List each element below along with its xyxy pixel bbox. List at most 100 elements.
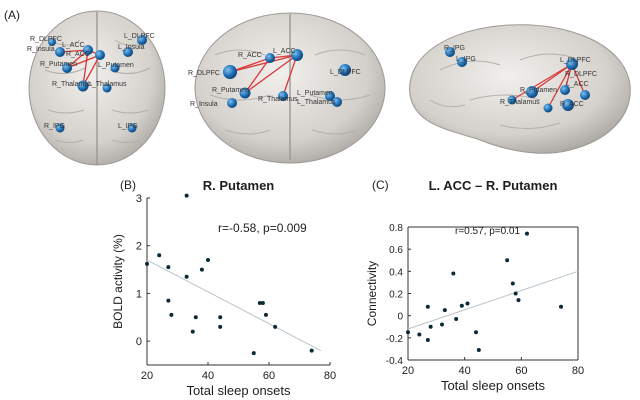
y-axis-label: BOLD activity (%): [111, 234, 125, 329]
node-label: R_Insula: [27, 46, 55, 53]
y-tick-label: 0: [397, 312, 403, 323]
node-label: R_Putamen: [40, 61, 77, 68]
node-label: L_Putamen: [98, 62, 134, 69]
chart-title: L. ACC – R. Putamen: [429, 178, 558, 193]
data-point: [425, 304, 430, 309]
x-tick-label: 60: [515, 365, 527, 377]
node-label: R_DLPFC: [188, 70, 220, 77]
x-tick-label: 20: [141, 370, 153, 382]
data-point: [428, 324, 433, 329]
node-label: R_ACC: [560, 101, 584, 108]
x-axis-label: Total sleep onsets: [186, 383, 291, 398]
brain-top-view: R_DLPFC R_Insula L_ACC R_ACC L_DLPFC L_I…: [27, 10, 166, 166]
data-point: [251, 351, 256, 356]
data-point: [516, 298, 521, 303]
node-label: R_DLPFC: [565, 71, 597, 78]
data-point: [505, 258, 510, 263]
data-point: [309, 348, 314, 353]
node-label: L_IPG: [118, 123, 138, 130]
data-point: [218, 315, 223, 320]
stats-annotation: r=0.57, p=0.01: [455, 226, 520, 237]
data-point: [474, 330, 478, 335]
y-tick-label: 0.8: [389, 223, 403, 234]
brain-top-nodes: [48, 35, 147, 133]
data-point: [199, 267, 204, 272]
data-point: [417, 332, 422, 337]
y-tick-label: 0: [136, 336, 142, 348]
data-point: [193, 315, 198, 320]
data-point: [257, 300, 262, 305]
y-tick-label: 2: [136, 241, 142, 253]
data-point: [190, 329, 195, 334]
node-label: R_Putamen: [520, 87, 557, 94]
node-label: R_IPG: [444, 45, 465, 52]
y-axis-label: Connectivity: [365, 261, 379, 326]
node-label: L_Putamen: [297, 90, 333, 97]
trend-line: [407, 270, 579, 330]
node-label: R_IPG: [44, 123, 65, 130]
node-label: R_Thalamus: [500, 99, 540, 106]
brain-front-nodes: [223, 49, 351, 108]
y-tick-label: 0.6: [389, 245, 403, 256]
data-point: [510, 281, 515, 286]
trend-line: [146, 259, 322, 352]
node-label: L_DLPFC: [560, 57, 591, 64]
data-point: [169, 312, 174, 317]
node-label: L_ACC: [566, 81, 589, 88]
data-point: [454, 316, 459, 321]
node-label: R_Thalamus: [258, 96, 298, 103]
node-label: L_ACC: [62, 42, 85, 49]
y-tick-label: 1: [136, 288, 142, 300]
y-tick-label: 0.2: [389, 290, 403, 301]
data-point: [451, 271, 456, 276]
data-point: [260, 300, 265, 305]
node-label: R_Thalamus: [52, 81, 92, 88]
data-point: [263, 312, 268, 317]
node-label: L_ACC: [273, 48, 296, 55]
panel-c-label: (C): [372, 178, 389, 192]
y-tick-label: 0.4: [389, 267, 403, 278]
x-tick-label: 60: [263, 370, 275, 382]
node-label: R_ACC: [238, 52, 262, 59]
y-tick-label: 3: [136, 193, 142, 205]
node-label: R_Insula: [190, 101, 218, 108]
data-point: [184, 274, 189, 279]
node-label: L_Insula: [118, 44, 145, 51]
node-label: R_ACC: [66, 51, 90, 58]
data-point: [406, 330, 410, 335]
data-point: [273, 324, 278, 329]
brain-side-view: R_IPG L_IPG L_DLPFC R_DLPFC R_Putamen R_…: [409, 24, 631, 154]
node-label: L_Thalamus: [88, 81, 127, 88]
data-point: [166, 298, 171, 303]
x-tick-label: 80: [324, 370, 336, 382]
data-point: [184, 193, 189, 198]
y-tick-label: -0.4: [386, 356, 404, 367]
data-point: [442, 308, 447, 313]
data-point: [476, 348, 481, 353]
data-point: [166, 265, 171, 270]
panel-a-label: (A): [4, 8, 20, 22]
x-tick-label: 80: [572, 365, 584, 377]
node-label: L_DLPFC: [330, 69, 361, 76]
data-point: [525, 231, 529, 236]
brain-network-figure: R_DLPFC R_Insula L_ACC R_ACC L_DLPFC L_I…: [27, 10, 631, 166]
node-label: L_DLPFC: [124, 33, 155, 40]
data-point: [559, 304, 563, 309]
x-tick-label: 40: [202, 370, 214, 382]
data-point: [513, 291, 518, 296]
data-point: [145, 261, 149, 266]
x-tick-label: 20: [402, 365, 414, 377]
panel-b-label: (B): [120, 178, 136, 192]
chart-title: R. Putamen: [203, 178, 275, 193]
brain-side-nodes: [445, 47, 590, 113]
node-label: R_Putamen: [212, 87, 249, 94]
y-tick-label: -0.2: [386, 334, 404, 345]
x-axis-label: Total sleep onsets: [441, 378, 546, 393]
data-point: [206, 258, 210, 263]
data-point: [465, 301, 470, 306]
scatter-plot-b: R. Putamen 20 40 60 80 0 1 2 3 r=-0.58, p=0.009 To…: [111, 178, 336, 398]
node-label: R_DLPFC: [30, 36, 62, 43]
stats-annotation: r=-0.58, p=0.009: [218, 221, 307, 235]
data-point: [440, 322, 444, 327]
data-point: [157, 253, 162, 258]
